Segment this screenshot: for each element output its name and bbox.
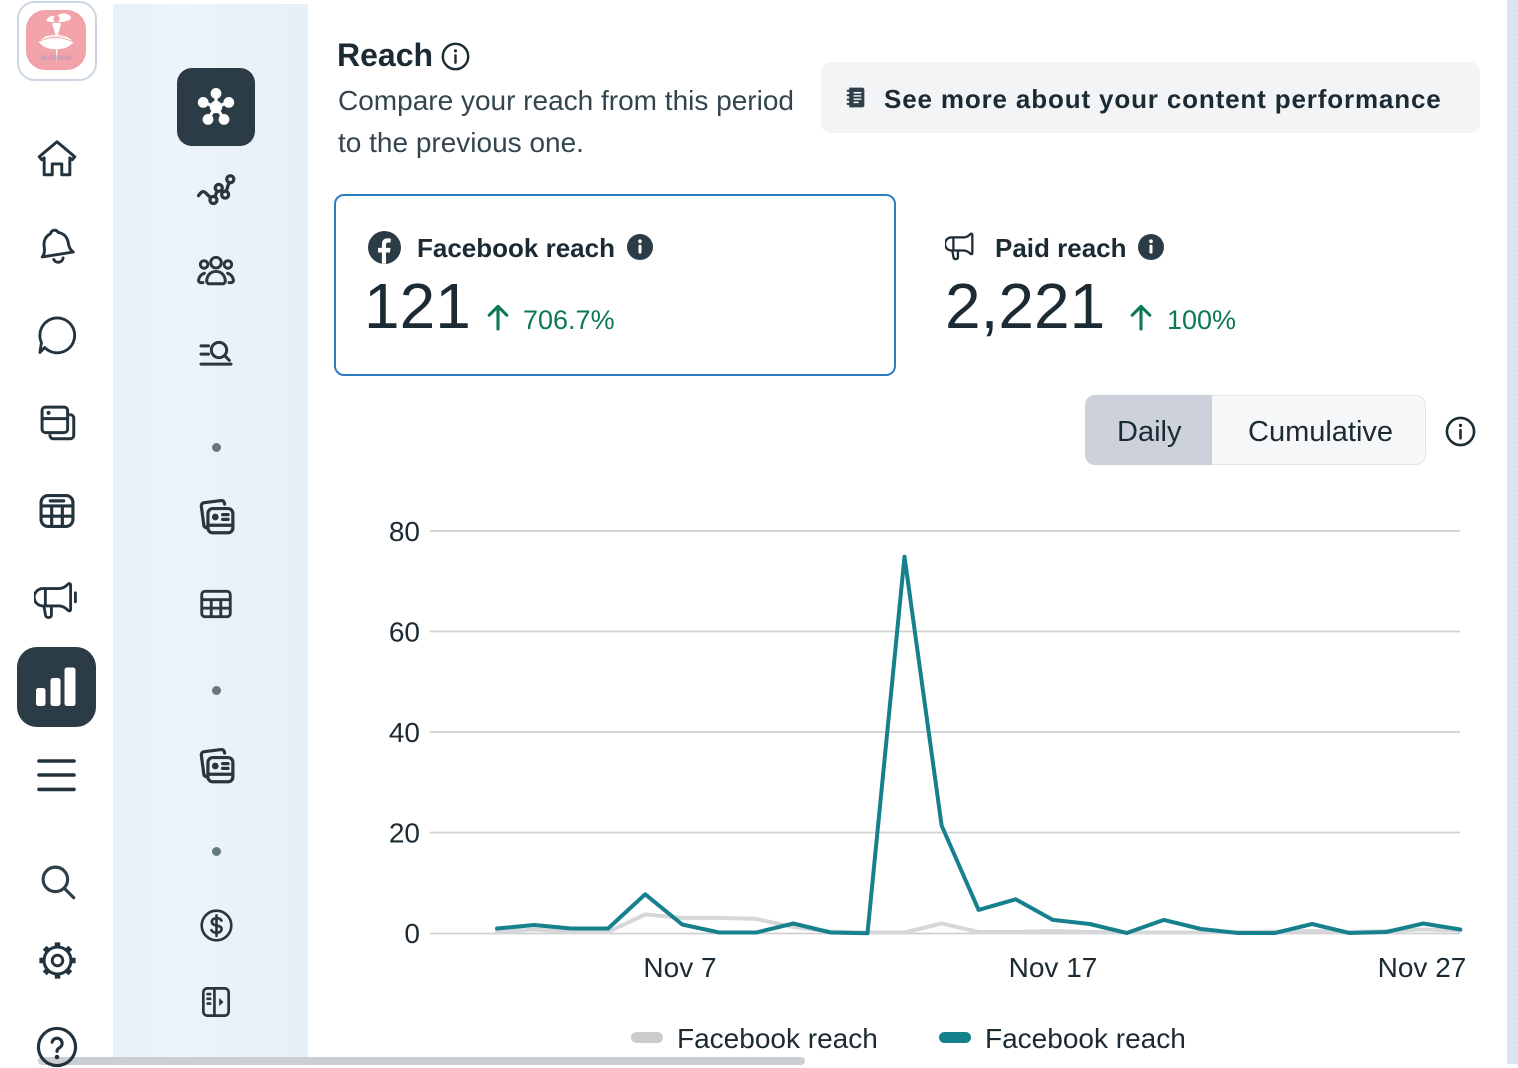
svg-text:60: 60 <box>389 617 420 648</box>
svg-text:Nov 27: Nov 27 <box>1378 952 1467 983</box>
svg-text:BLOSSOM: BLOSSOM <box>41 55 72 62</box>
svg-text:Nov 7: Nov 7 <box>643 952 716 983</box>
svg-text:Facebook reach: Facebook reach <box>985 1023 1186 1054</box>
svg-text:0: 0 <box>404 918 420 949</box>
svg-text:20: 20 <box>389 818 420 849</box>
svg-text:40: 40 <box>389 717 420 748</box>
svg-text:Facebook reach: Facebook reach <box>677 1023 878 1054</box>
svg-text:80: 80 <box>389 516 420 547</box>
svg-text:Nov 17: Nov 17 <box>1009 952 1098 983</box>
